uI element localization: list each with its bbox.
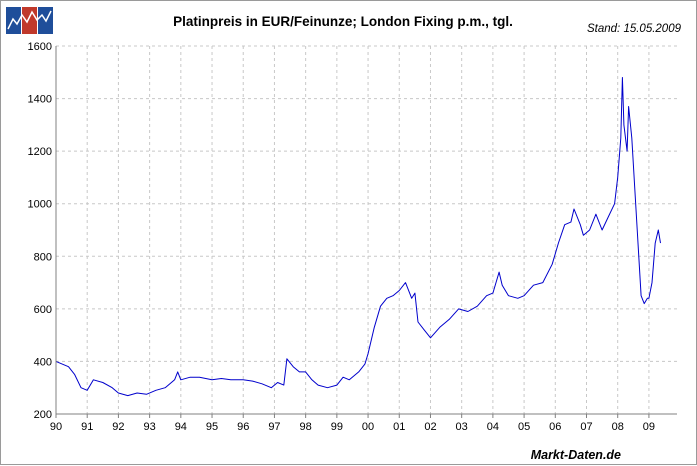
y-gridlines (56, 45, 677, 362)
y-tick-labels: 200 400 600 800 1000 1200 1400 1600 (28, 41, 52, 421)
chart-title: Platinpreis in EUR/Feinunze; London Fixi… (173, 14, 513, 29)
x-tick-label: 05 (518, 421, 530, 433)
x-tick-label: 00 (362, 421, 374, 433)
x-tick-label: 03 (456, 421, 468, 433)
x-tick-label: 08 (612, 421, 624, 433)
y-tick-label: 200 (34, 409, 52, 421)
y-tick-label: 800 (34, 251, 52, 263)
y-tick-label: 1000 (28, 199, 52, 211)
x-tick-label: 01 (393, 421, 405, 433)
x-tick-label: 02 (424, 421, 436, 433)
x-tick-label: 90 (50, 421, 62, 433)
y-tick-label: 1200 (28, 146, 52, 158)
x-tick-label: 09 (643, 421, 655, 433)
logo-panel-middle (22, 7, 37, 34)
x-tick-label: 97 (268, 421, 280, 433)
plot-background (56, 46, 677, 414)
x-tick-label: 06 (549, 421, 561, 433)
y-tick-label: 400 (34, 356, 52, 368)
x-tick-label: 98 (300, 421, 312, 433)
y-tick-label: 1600 (28, 41, 52, 53)
x-tick-label: 96 (237, 421, 249, 433)
x-tick-labels: 90 91 92 93 94 95 96 97 98 99 00 01 02 03 04 05 06 07 08 09 (50, 421, 655, 433)
x-tick-label: 07 (580, 421, 592, 433)
y-tick-label: 600 (34, 304, 52, 316)
y-tick-label: 1400 (28, 94, 52, 106)
x-tick-label: 93 (143, 421, 155, 433)
source-label: Markt-Daten.de (531, 448, 621, 462)
platinum-price-line (55, 77, 661, 397)
x-tick-label: 99 (331, 421, 343, 433)
x-tick-label: 91 (81, 421, 93, 433)
stand-date: Stand: 15.05.2009 (587, 23, 682, 35)
markt-daten-logo (6, 7, 53, 34)
x-tick-label: 04 (487, 421, 499, 433)
x-tick-label: 94 (175, 421, 187, 433)
logo-trend-line (7, 10, 52, 30)
x-tick-label: 95 (206, 421, 218, 433)
x-gridlines (55, 46, 650, 418)
x-tick-label: 92 (112, 421, 124, 433)
